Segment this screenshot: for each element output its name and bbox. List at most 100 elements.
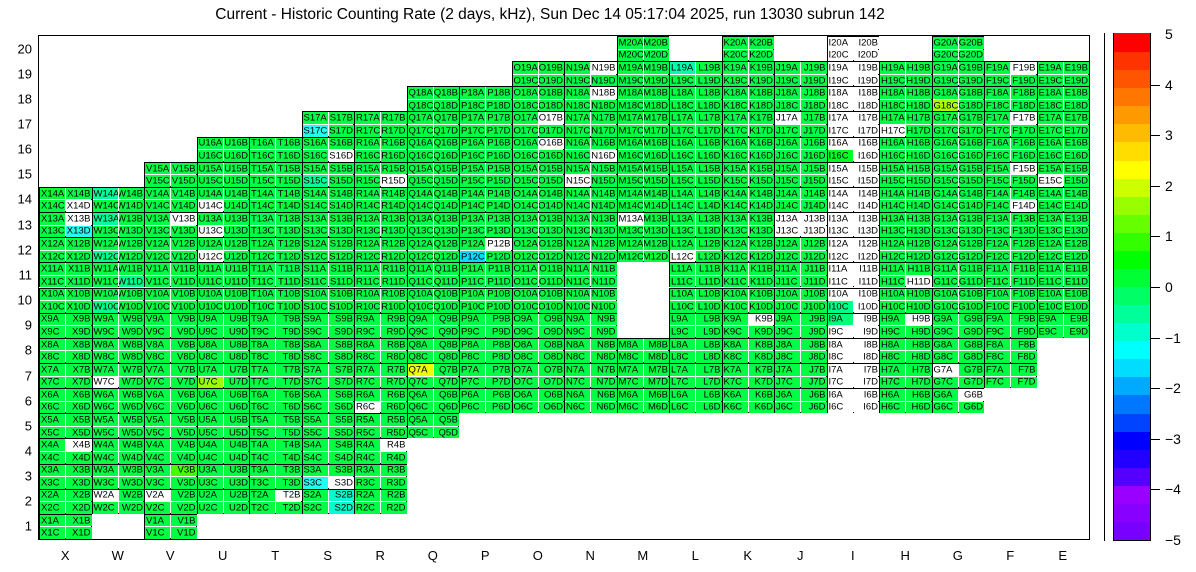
module-cell-W2A[interactable]: W2A bbox=[92, 489, 118, 502]
module-cell-X8C[interactable]: X8C bbox=[40, 351, 66, 363]
module-cell-P9C[interactable]: P9C bbox=[460, 326, 486, 338]
module-cell-P11C[interactable]: P11C bbox=[460, 275, 486, 288]
module-S13[interactable] bbox=[301, 212, 354, 238]
module-cell-X4B[interactable]: X4B bbox=[66, 439, 92, 451]
module-cell-R6B[interactable]: R6B bbox=[381, 389, 407, 401]
module-cell-U14C[interactable]: U14C bbox=[197, 200, 223, 213]
module-cell-G12C[interactable]: G12C bbox=[932, 250, 958, 263]
module-W8[interactable] bbox=[91, 337, 144, 363]
module-cell-N17C[interactable]: N17C bbox=[565, 125, 591, 137]
module-cell-K8D[interactable]: K8D bbox=[748, 351, 774, 363]
module-J10[interactable] bbox=[774, 287, 827, 313]
module-cell-I15B[interactable]: I15B bbox=[853, 162, 879, 175]
module-cell-K15C[interactable]: K15C bbox=[722, 175, 748, 187]
module-cell-G20D[interactable]: G20D bbox=[958, 49, 984, 62]
module-cell-M6A[interactable]: M6A bbox=[617, 389, 643, 401]
module-cell-M13C[interactable]: M13C bbox=[617, 225, 643, 238]
module-cell-T4B[interactable]: T4B bbox=[276, 439, 302, 451]
module-cell-Q9D[interactable]: Q9D bbox=[433, 326, 459, 338]
module-I20[interactable] bbox=[826, 36, 879, 62]
module-cell-K15D[interactable]: K15D bbox=[748, 175, 774, 187]
module-cell-G8B[interactable]: G8B bbox=[958, 338, 984, 351]
module-cell-F17C[interactable]: F17C bbox=[985, 125, 1011, 137]
module-cell-I17B[interactable]: I17B bbox=[853, 112, 879, 124]
module-cell-W10C[interactable]: W10C bbox=[92, 301, 118, 313]
module-cell-V9A[interactable]: V9A bbox=[145, 313, 171, 326]
module-cell-J19C[interactable]: J19C bbox=[775, 74, 801, 87]
module-cell-R14C[interactable]: R14C bbox=[355, 200, 381, 213]
module-cell-U10C[interactable]: U10C bbox=[197, 301, 223, 313]
module-cell-L11D[interactable]: L11D bbox=[696, 275, 722, 288]
module-cell-L9B[interactable]: L9B bbox=[696, 313, 722, 326]
module-cell-K8C[interactable]: K8C bbox=[722, 351, 748, 363]
module-E17[interactable] bbox=[1036, 111, 1089, 137]
module-cell-V6B[interactable]: V6B bbox=[171, 389, 197, 401]
module-E18[interactable] bbox=[1036, 86, 1089, 112]
module-cell-H11A[interactable]: H11A bbox=[880, 263, 906, 275]
module-cell-N14C[interactable]: N14C bbox=[565, 200, 591, 213]
module-cell-L18D[interactable]: L18D bbox=[696, 99, 722, 112]
module-J18[interactable] bbox=[774, 86, 827, 112]
module-cell-R3D[interactable]: R3D bbox=[381, 477, 407, 489]
module-cell-J11D[interactable]: J11D bbox=[801, 275, 827, 288]
module-cell-P17B[interactable]: P17B bbox=[486, 112, 512, 124]
module-cell-T3C[interactable]: T3C bbox=[250, 477, 276, 489]
module-L18[interactable] bbox=[669, 86, 722, 112]
module-cell-K20D[interactable]: K20D bbox=[748, 49, 774, 62]
module-cell-P16D[interactable]: P16D bbox=[486, 150, 512, 162]
module-cell-U16C[interactable]: U16C bbox=[197, 150, 223, 162]
module-cell-L7C[interactable]: L7C bbox=[670, 376, 696, 389]
module-cell-U10B[interactable]: U10B bbox=[223, 288, 249, 301]
module-cell-W12D[interactable]: W12D bbox=[118, 250, 144, 263]
module-cell-S8C[interactable]: S8C bbox=[302, 351, 328, 363]
module-cell-G10D[interactable]: G10D bbox=[958, 301, 984, 313]
module-cell-J18A[interactable]: J18A bbox=[775, 87, 801, 99]
module-cell-G18A[interactable]: G18A bbox=[932, 87, 958, 99]
module-cell-F19A[interactable]: F19A bbox=[985, 62, 1011, 74]
module-Q12[interactable] bbox=[406, 237, 459, 263]
module-cell-P17C[interactable]: P17C bbox=[460, 125, 486, 137]
module-cell-J6D[interactable]: J6D bbox=[801, 401, 827, 414]
module-cell-M7B[interactable]: M7B bbox=[643, 363, 669, 376]
module-cell-E16C[interactable]: E16C bbox=[1037, 150, 1063, 162]
module-P14[interactable] bbox=[459, 186, 512, 213]
module-cell-H13C[interactable]: H13C bbox=[880, 225, 906, 238]
module-cell-J17B[interactable]: J17B bbox=[801, 112, 827, 124]
module-cell-H7A[interactable]: H7A bbox=[880, 363, 906, 376]
module-I12[interactable] bbox=[826, 237, 879, 263]
module-W10[interactable] bbox=[91, 287, 144, 313]
module-cell-O13A[interactable]: O13A bbox=[512, 213, 538, 225]
module-cell-O12C[interactable]: O12C bbox=[512, 250, 538, 263]
module-cell-N14D[interactable]: N14D bbox=[591, 200, 617, 213]
module-cell-G18B[interactable]: G18B bbox=[958, 87, 984, 99]
module-cell-K19D[interactable]: K19D bbox=[748, 74, 774, 87]
module-cell-X13D[interactable]: X13D bbox=[66, 225, 92, 238]
module-cell-S17A[interactable]: S17A bbox=[302, 112, 328, 124]
module-cell-X8A[interactable]: X8A bbox=[40, 338, 66, 351]
module-cell-M20A[interactable]: M20A bbox=[617, 37, 643, 49]
module-cell-R2C[interactable]: R2C bbox=[355, 502, 381, 514]
module-cell-H16B[interactable]: H16B bbox=[906, 137, 932, 150]
module-U15[interactable] bbox=[196, 161, 249, 187]
module-F16[interactable] bbox=[984, 136, 1037, 162]
module-cell-P16C[interactable]: P16C bbox=[460, 150, 486, 162]
module-cell-S13D[interactable]: S13D bbox=[328, 225, 354, 238]
module-cell-F12C[interactable]: F12C bbox=[985, 250, 1011, 263]
module-S12[interactable] bbox=[301, 237, 354, 263]
module-cell-W3D[interactable]: W3D bbox=[118, 477, 144, 489]
module-cell-P12C[interactable]: P12C bbox=[460, 250, 486, 263]
module-V15[interactable] bbox=[144, 161, 197, 187]
module-cell-F13D[interactable]: F13D bbox=[1011, 225, 1037, 238]
module-cell-O7C[interactable]: O7C bbox=[512, 376, 538, 389]
module-cell-R15B[interactable]: R15B bbox=[381, 162, 407, 175]
module-cell-O12D[interactable]: O12D bbox=[538, 250, 564, 263]
module-cell-Q6C[interactable]: Q6C bbox=[407, 401, 433, 414]
module-P15[interactable] bbox=[459, 161, 512, 187]
module-cell-I8D[interactable]: I8D bbox=[853, 351, 879, 363]
module-cell-J12D[interactable]: J12D bbox=[801, 250, 827, 263]
module-cell-Q7D[interactable]: Q7D bbox=[433, 376, 459, 389]
module-cell-V1D[interactable]: V1D bbox=[171, 527, 197, 539]
module-cell-L9C[interactable]: L9C bbox=[670, 326, 696, 338]
module-K6[interactable] bbox=[721, 388, 774, 414]
module-cell-S17B[interactable]: S17B bbox=[328, 112, 354, 124]
